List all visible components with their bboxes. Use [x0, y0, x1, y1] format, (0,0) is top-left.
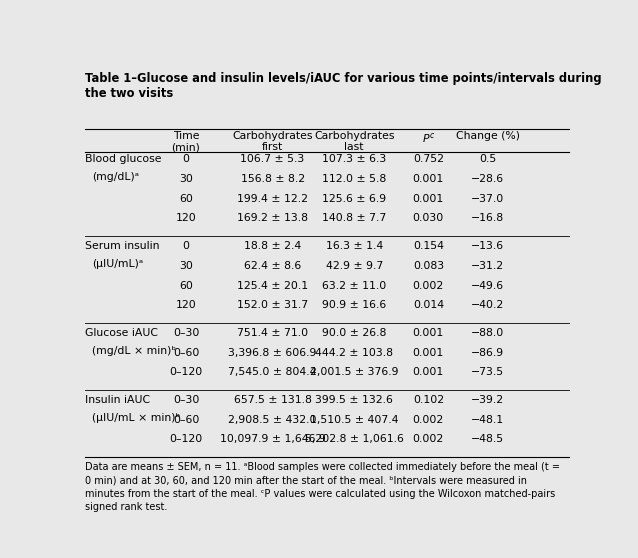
Text: 90.9 ± 16.6: 90.9 ± 16.6 [322, 300, 386, 310]
Text: 10,097.9 ± 1,646.9: 10,097.9 ± 1,646.9 [219, 434, 325, 444]
Text: −49.6: −49.6 [471, 281, 504, 291]
Text: −39.2: −39.2 [471, 395, 504, 405]
Text: 0–60: 0–60 [173, 348, 199, 358]
Text: −16.8: −16.8 [471, 214, 504, 223]
Text: 751.4 ± 71.0: 751.4 ± 71.0 [237, 328, 308, 338]
Text: 0.001: 0.001 [413, 328, 444, 338]
Text: 0: 0 [182, 241, 189, 251]
Text: 0.5: 0.5 [479, 154, 496, 164]
Text: 120: 120 [175, 300, 197, 310]
Text: 0–60: 0–60 [173, 415, 199, 425]
Text: 2,908.5 ± 432.0: 2,908.5 ± 432.0 [228, 415, 317, 425]
Text: (mg/dL)ᵃ: (mg/dL)ᵃ [92, 172, 139, 182]
Text: 30: 30 [179, 174, 193, 184]
Text: 120: 120 [175, 214, 197, 223]
Text: (mg/dL × min)ᵇ: (mg/dL × min)ᵇ [92, 346, 176, 356]
Text: 0: 0 [182, 154, 189, 164]
Text: 444.2 ± 103.8: 444.2 ± 103.8 [315, 348, 393, 358]
Text: Change (%): Change (%) [456, 131, 520, 141]
Text: Table 1–Glucose and insulin levels/iAUC for various time points/intervals during: Table 1–Glucose and insulin levels/iAUC … [85, 72, 602, 100]
Text: −86.9: −86.9 [471, 348, 504, 358]
Text: Insulin iAUC: Insulin iAUC [85, 395, 150, 405]
Text: 5,202.8 ± 1,061.6: 5,202.8 ± 1,061.6 [305, 434, 404, 444]
Text: 125.4 ± 20.1: 125.4 ± 20.1 [237, 281, 308, 291]
Text: 2,001.5 ± 376.9: 2,001.5 ± 376.9 [310, 367, 398, 377]
Text: −48.5: −48.5 [471, 434, 504, 444]
Text: 0.002: 0.002 [413, 281, 444, 291]
Text: Carbohydrates
last: Carbohydrates last [314, 131, 394, 152]
Text: 62.4 ± 8.6: 62.4 ± 8.6 [244, 261, 301, 271]
Text: 0.102: 0.102 [413, 395, 444, 405]
Text: −48.1: −48.1 [471, 415, 504, 425]
Text: 125.6 ± 6.9: 125.6 ± 6.9 [322, 194, 386, 204]
Text: 0.752: 0.752 [413, 154, 444, 164]
Text: 7,545.0 ± 804.4: 7,545.0 ± 804.4 [228, 367, 317, 377]
Text: Carbohydrates
first: Carbohydrates first [232, 131, 313, 152]
Text: −88.0: −88.0 [471, 328, 504, 338]
Text: Serum insulin: Serum insulin [85, 241, 160, 251]
Text: 3,396.8 ± 606.9: 3,396.8 ± 606.9 [228, 348, 317, 358]
Text: 399.5 ± 132.6: 399.5 ± 132.6 [315, 395, 393, 405]
Text: 0.001: 0.001 [413, 174, 444, 184]
Text: −28.6: −28.6 [471, 174, 504, 184]
Text: 152.0 ± 31.7: 152.0 ± 31.7 [237, 300, 308, 310]
Text: 169.2 ± 13.8: 169.2 ± 13.8 [237, 214, 308, 223]
Text: 18.8 ± 2.4: 18.8 ± 2.4 [244, 241, 301, 251]
Text: 0.001: 0.001 [413, 348, 444, 358]
Text: 0.002: 0.002 [413, 415, 444, 425]
Text: 140.8 ± 7.7: 140.8 ± 7.7 [322, 214, 386, 223]
Text: Data are means ± SEM, n = 11. ᵃBlood samples were collected immediately before t: Data are means ± SEM, n = 11. ᵃBlood sam… [85, 462, 560, 512]
Text: (μIU/mL × min)ᵇ: (μIU/mL × min)ᵇ [92, 413, 181, 423]
Text: −37.0: −37.0 [471, 194, 504, 204]
Text: 0–30: 0–30 [173, 395, 199, 405]
Text: −73.5: −73.5 [471, 367, 504, 377]
Text: Glucose iAUC: Glucose iAUC [85, 328, 158, 338]
Text: 0–120: 0–120 [170, 367, 203, 377]
Text: 0.083: 0.083 [413, 261, 444, 271]
Text: 60: 60 [179, 194, 193, 204]
Text: 30: 30 [179, 261, 193, 271]
Text: Time
(min): Time (min) [172, 131, 200, 152]
Text: 0.014: 0.014 [413, 300, 444, 310]
Text: 657.5 ± 131.8: 657.5 ± 131.8 [234, 395, 311, 405]
Text: −31.2: −31.2 [471, 261, 504, 271]
Text: 0.030: 0.030 [413, 214, 444, 223]
Text: 106.7 ± 5.3: 106.7 ± 5.3 [241, 154, 305, 164]
Text: $P^c$: $P^c$ [422, 131, 435, 145]
Text: 0.002: 0.002 [413, 434, 444, 444]
Text: 112.0 ± 5.8: 112.0 ± 5.8 [322, 174, 386, 184]
Text: 0.001: 0.001 [413, 194, 444, 204]
Text: 107.3 ± 6.3: 107.3 ± 6.3 [322, 154, 386, 164]
Text: 42.9 ± 9.7: 42.9 ± 9.7 [325, 261, 383, 271]
Text: −13.6: −13.6 [471, 241, 504, 251]
Text: 0.001: 0.001 [413, 367, 444, 377]
Text: 156.8 ± 8.2: 156.8 ± 8.2 [241, 174, 305, 184]
Text: Blood glucose: Blood glucose [85, 154, 161, 164]
Text: 0.154: 0.154 [413, 241, 444, 251]
Text: (μIU/mL)ᵃ: (μIU/mL)ᵃ [92, 259, 144, 269]
Text: 60: 60 [179, 281, 193, 291]
Text: 199.4 ± 12.2: 199.4 ± 12.2 [237, 194, 308, 204]
Text: 0–30: 0–30 [173, 328, 199, 338]
Text: −40.2: −40.2 [471, 300, 504, 310]
Text: 63.2 ± 11.0: 63.2 ± 11.0 [322, 281, 386, 291]
Text: 0–120: 0–120 [170, 434, 203, 444]
Text: 90.0 ± 26.8: 90.0 ± 26.8 [322, 328, 387, 338]
Text: 1,510.5 ± 407.4: 1,510.5 ± 407.4 [310, 415, 398, 425]
Text: 16.3 ± 1.4: 16.3 ± 1.4 [325, 241, 383, 251]
